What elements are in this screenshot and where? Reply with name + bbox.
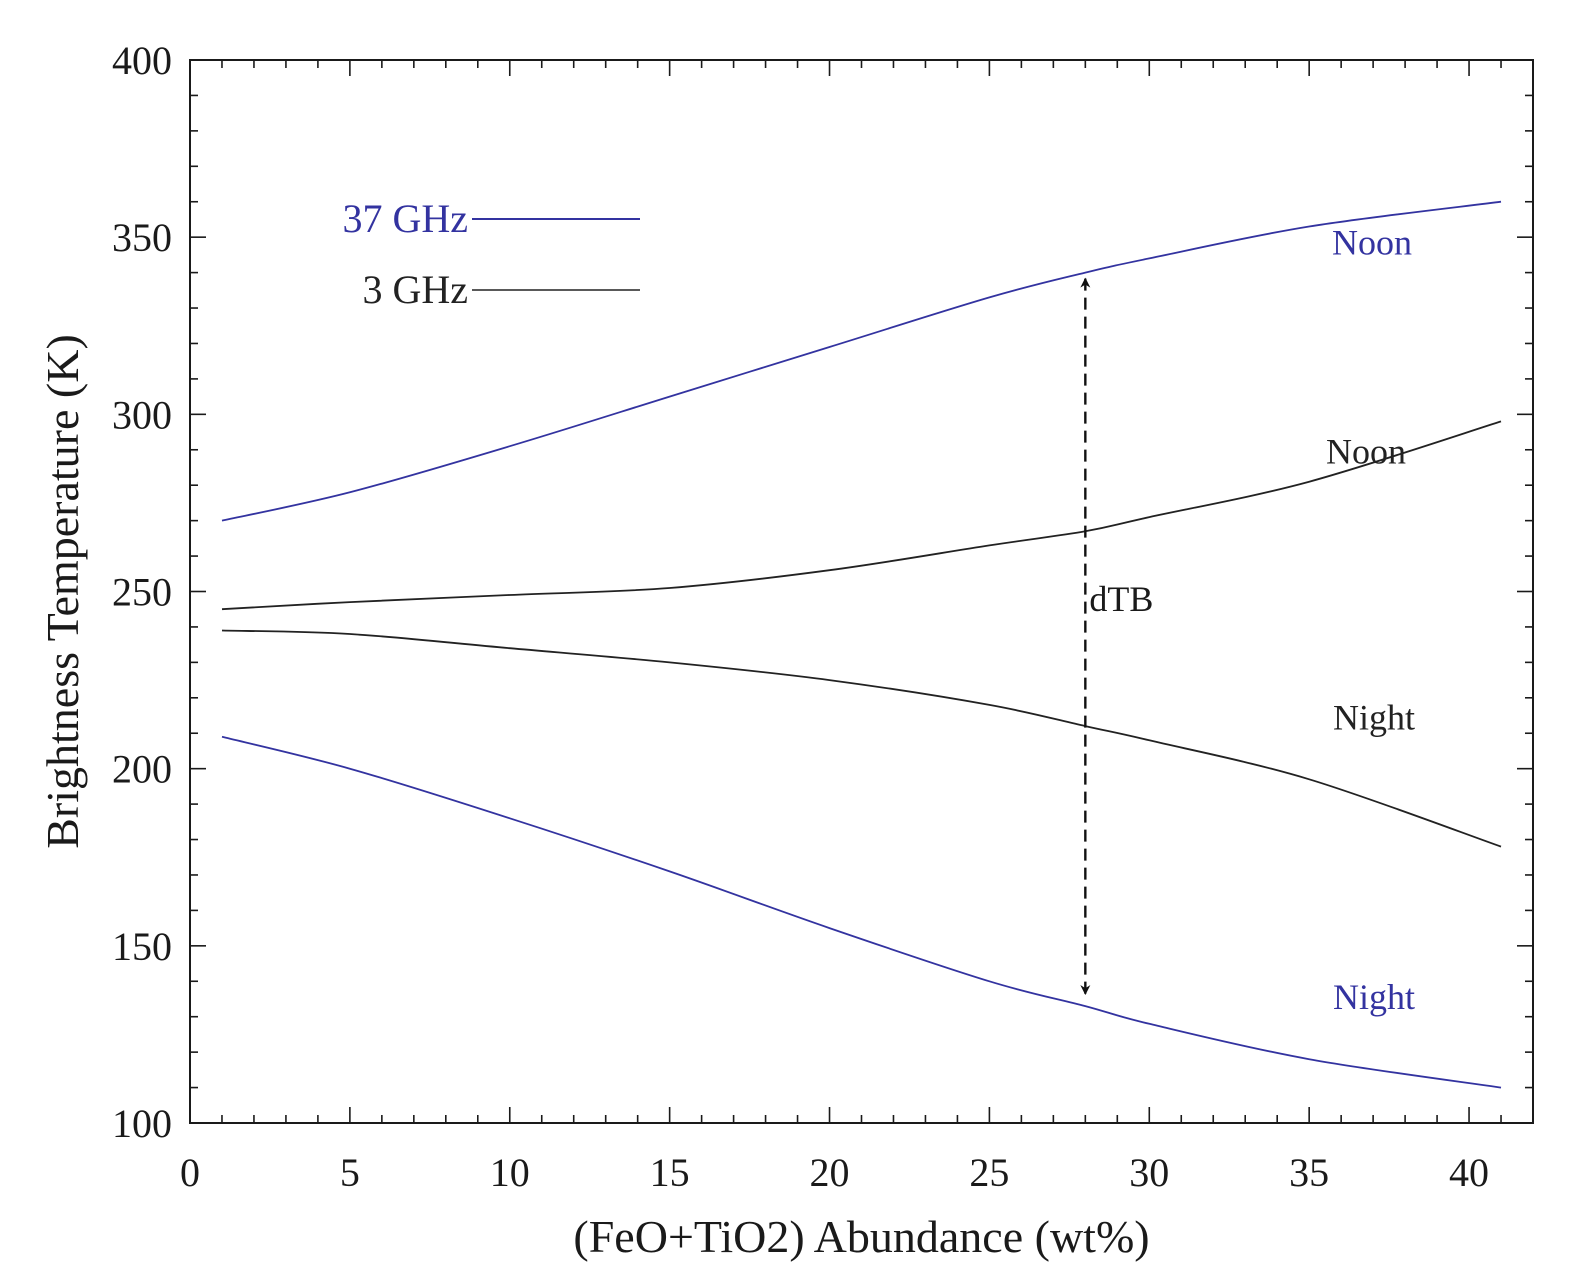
dtb-label: dTB [1089, 579, 1153, 619]
legend: 37 GHz 3 GHz [342, 196, 640, 312]
y-tick-label: 150 [112, 924, 172, 969]
legend-label-3-ghz: 3 GHz [362, 267, 468, 312]
axis-ticks [189, 59, 1534, 1124]
y-tick-label: 400 [112, 38, 172, 83]
x-tick-label: 25 [969, 1150, 1009, 1195]
y-tick-label: 100 [112, 1101, 172, 1146]
series-line-3-ghz-noon [221, 420, 1502, 611]
x-tick-label: 20 [810, 1150, 850, 1195]
y-axis-title: Brightness Temperature (K) [37, 334, 88, 849]
x-axis-title: (FeO+TiO2) Abundance (wt%) [573, 1211, 1149, 1262]
y-tick-label: 200 [112, 747, 172, 792]
x-tick-label: 30 [1129, 1150, 1169, 1195]
legend-label-37-ghz: 37 GHz [342, 196, 468, 241]
series-line-37-ghz-night [221, 735, 1502, 1089]
y-tick-label: 250 [112, 570, 172, 615]
y-tick-label: 300 [112, 392, 172, 437]
data-series [221, 200, 1502, 1089]
dtb-annotation: dTB [1080, 277, 1153, 996]
x-tick-label: 0 [180, 1150, 200, 1195]
x-tick-label: 40 [1449, 1150, 1489, 1195]
series-line-3-ghz-night [221, 629, 1502, 848]
series-label-37-ghz-night: Night [1333, 977, 1415, 1017]
x-tick-label: 15 [650, 1150, 690, 1195]
series-label-3-ghz-noon: Noon [1326, 432, 1406, 472]
series-label-3-ghz-night: Night [1333, 697, 1415, 737]
x-tick-label: 5 [340, 1150, 360, 1195]
series-labels: Noon Noon Night Night [1326, 223, 1415, 1018]
series-line-37-ghz-noon [221, 200, 1502, 522]
axis-tick-labels: 0 5 10 15 20 25 30 35 40 100 150 200 250 300 350 400 [112, 38, 1489, 1195]
plot-frame [189, 59, 1534, 1124]
x-tick-label: 10 [490, 1150, 530, 1195]
y-tick-label: 350 [112, 215, 172, 260]
x-tick-label: 35 [1289, 1150, 1329, 1195]
series-label-37-ghz-noon: Noon [1332, 223, 1412, 263]
